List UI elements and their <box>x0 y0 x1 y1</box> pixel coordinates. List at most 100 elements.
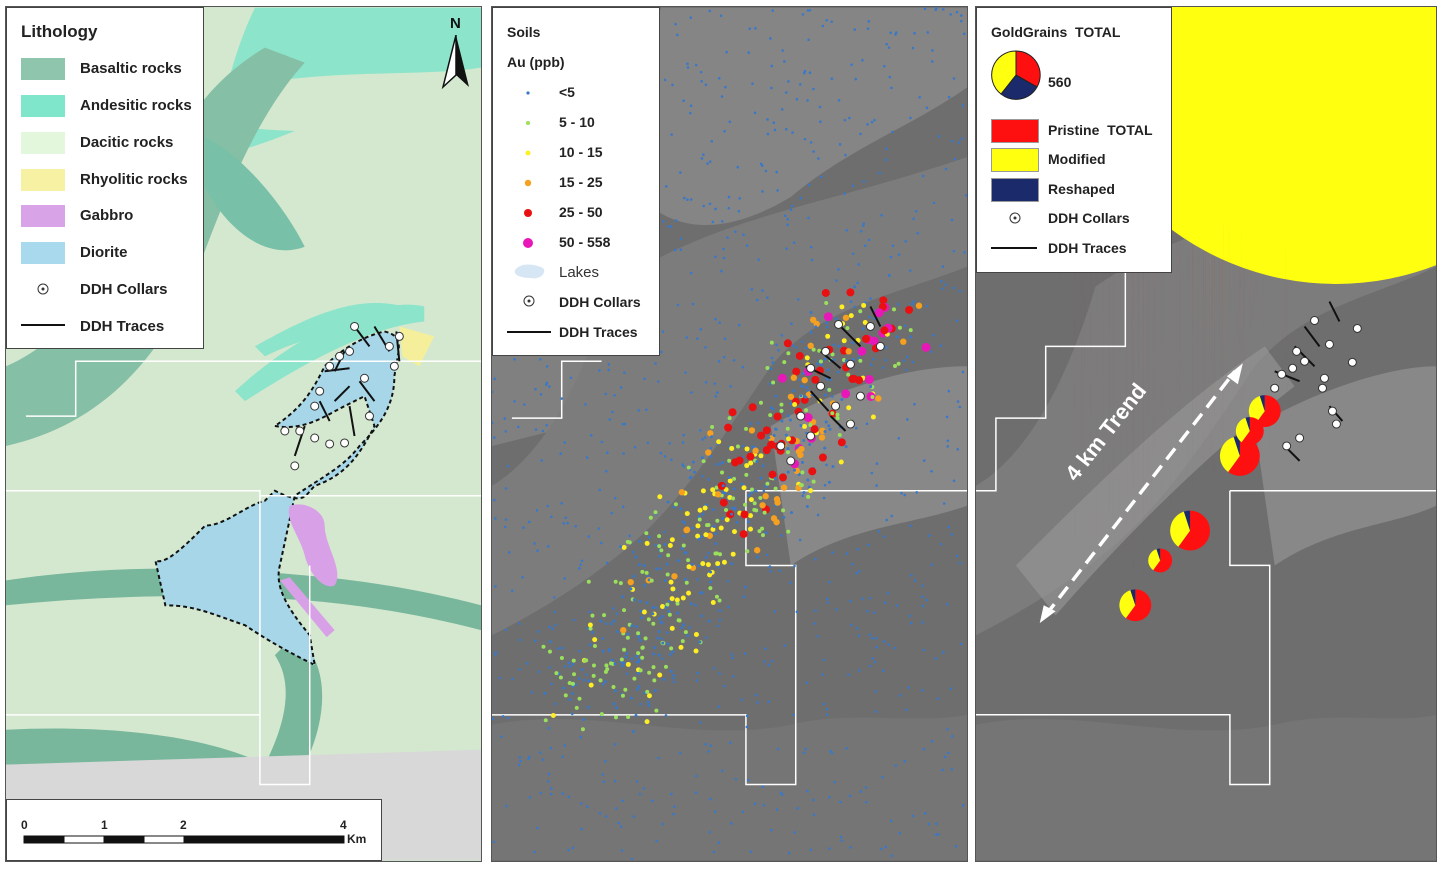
soil-sample-dot <box>929 350 933 354</box>
soil-sample-dot <box>838 143 842 146</box>
soil-sample-dot <box>581 718 585 721</box>
soil-sample-dot <box>952 77 956 80</box>
soil-sample-dot <box>580 802 583 805</box>
soil-sample-dot <box>684 511 690 517</box>
soil-sample-dot <box>780 484 788 491</box>
soil-sample-dot <box>905 708 908 712</box>
soil-sample-dot <box>720 470 725 475</box>
soil-sample-dot <box>645 408 648 412</box>
soil-sample-dot <box>645 601 649 605</box>
soil-sample-dot <box>752 501 757 506</box>
soil-sample-dot <box>668 441 672 445</box>
soil-sample-dot <box>910 574 913 577</box>
soil-sample-dot <box>921 342 931 352</box>
soil-sample-dot <box>905 305 914 314</box>
soil-sample-dot <box>638 792 642 796</box>
legend-label-traces: DDH Traces <box>1048 240 1127 256</box>
soil-sample-dot <box>634 555 638 559</box>
soil-sample-dot <box>655 567 659 571</box>
soil-sample-dot <box>613 496 617 500</box>
soil-sample-dot <box>548 640 552 644</box>
soil-sample-dot <box>946 445 950 448</box>
soil-sample-dot <box>617 821 620 825</box>
soil-sample-dot <box>853 305 856 309</box>
soil-sample-dot <box>572 618 576 622</box>
soil-sample-dot <box>625 661 631 667</box>
soil-sample-dot <box>777 373 787 383</box>
soil-sample-dot <box>816 634 820 638</box>
soil-sample-dot <box>921 174 925 178</box>
soil-sample-dot <box>956 448 960 451</box>
soil-sample-dot <box>714 491 722 498</box>
soil-sample-dot <box>949 13 952 16</box>
soil-sample-dot <box>823 357 827 361</box>
legend-label-gabbro: Gabbro <box>80 207 134 224</box>
soil-sample-dot <box>701 438 704 441</box>
soil-sample-dot <box>734 777 738 781</box>
collar-icon <box>1009 212 1021 224</box>
soil-sample-dot <box>900 338 907 345</box>
soil-sample-dot <box>958 289 962 293</box>
soil-sample-dot <box>939 344 943 347</box>
soil-sample-dot <box>621 422 625 426</box>
reshaped-swatch <box>991 178 1039 202</box>
soil-sample-dot <box>756 421 760 425</box>
soil-sample-dot <box>689 104 693 108</box>
soil-sample-dot <box>750 288 754 291</box>
soil-sample-dot <box>563 577 566 580</box>
soil-sample-dot <box>598 678 603 683</box>
scale-tick-4: 4 <box>340 818 347 832</box>
soil-sample-dot <box>961 804 965 807</box>
soil-sample-dot <box>801 423 807 429</box>
soil-sample-dot <box>492 840 496 844</box>
soil-sample-dot <box>579 563 583 566</box>
soil-sample-dot <box>908 614 912 618</box>
soil-sample-dot <box>865 800 868 804</box>
soil-sample-dot <box>503 417 507 420</box>
soil-sample-dot <box>588 610 592 614</box>
soil-sample-dot <box>887 591 890 595</box>
soil-sample-dot <box>889 31 892 35</box>
soil-sample-dot <box>804 355 810 361</box>
soil-sample-dot <box>640 616 644 620</box>
grain-pie <box>1170 510 1210 551</box>
soil-sample-dot <box>630 857 634 861</box>
soil-sample-dot <box>754 693 758 697</box>
soil-sample-dot <box>843 118 847 122</box>
soil-sample-dot <box>699 328 703 331</box>
soil-sample-dot <box>935 7 938 10</box>
soil-sample-dot <box>765 553 769 557</box>
soil-sample-dot <box>748 526 754 532</box>
soil-sample-dot <box>506 464 510 468</box>
soil-sample-dot <box>519 638 523 642</box>
soil-sample-dot <box>769 569 772 573</box>
soil-sample-dot <box>798 538 802 542</box>
soil-sample-dot <box>701 459 706 464</box>
soil-sample-dot <box>707 750 710 753</box>
soil-sample-dot <box>697 517 702 522</box>
soil-sample-dot <box>615 612 619 616</box>
soil-sample-dot <box>646 700 650 704</box>
soil-sample-dot <box>712 525 716 529</box>
soil-sample-dot <box>715 561 721 567</box>
soil-sample-dot <box>673 805 676 809</box>
soil-sample-dot <box>563 665 567 668</box>
soil-sample-dot <box>798 377 802 381</box>
soil-sample-dot <box>805 386 809 389</box>
soil-sample-dot <box>715 518 720 523</box>
soil-sample-dot <box>561 792 564 795</box>
soil-sample-dot <box>702 204 706 208</box>
soil-sample-dot <box>785 247 788 250</box>
soil-sample-dot <box>870 394 875 399</box>
soil-sample-dot <box>625 652 629 656</box>
soil-sample-dot <box>804 346 808 350</box>
soil-sample-dot <box>937 135 941 138</box>
soil-sample-dot <box>714 255 717 259</box>
soil-sample-dot <box>672 680 676 684</box>
soil-sample-dot <box>748 427 756 434</box>
soil-sample-dot <box>714 542 718 546</box>
soil-sample-dot <box>823 483 827 487</box>
soil-sample-dot <box>773 477 777 481</box>
soil-sample-dot <box>588 626 593 631</box>
soil-sample-dot <box>568 698 572 702</box>
